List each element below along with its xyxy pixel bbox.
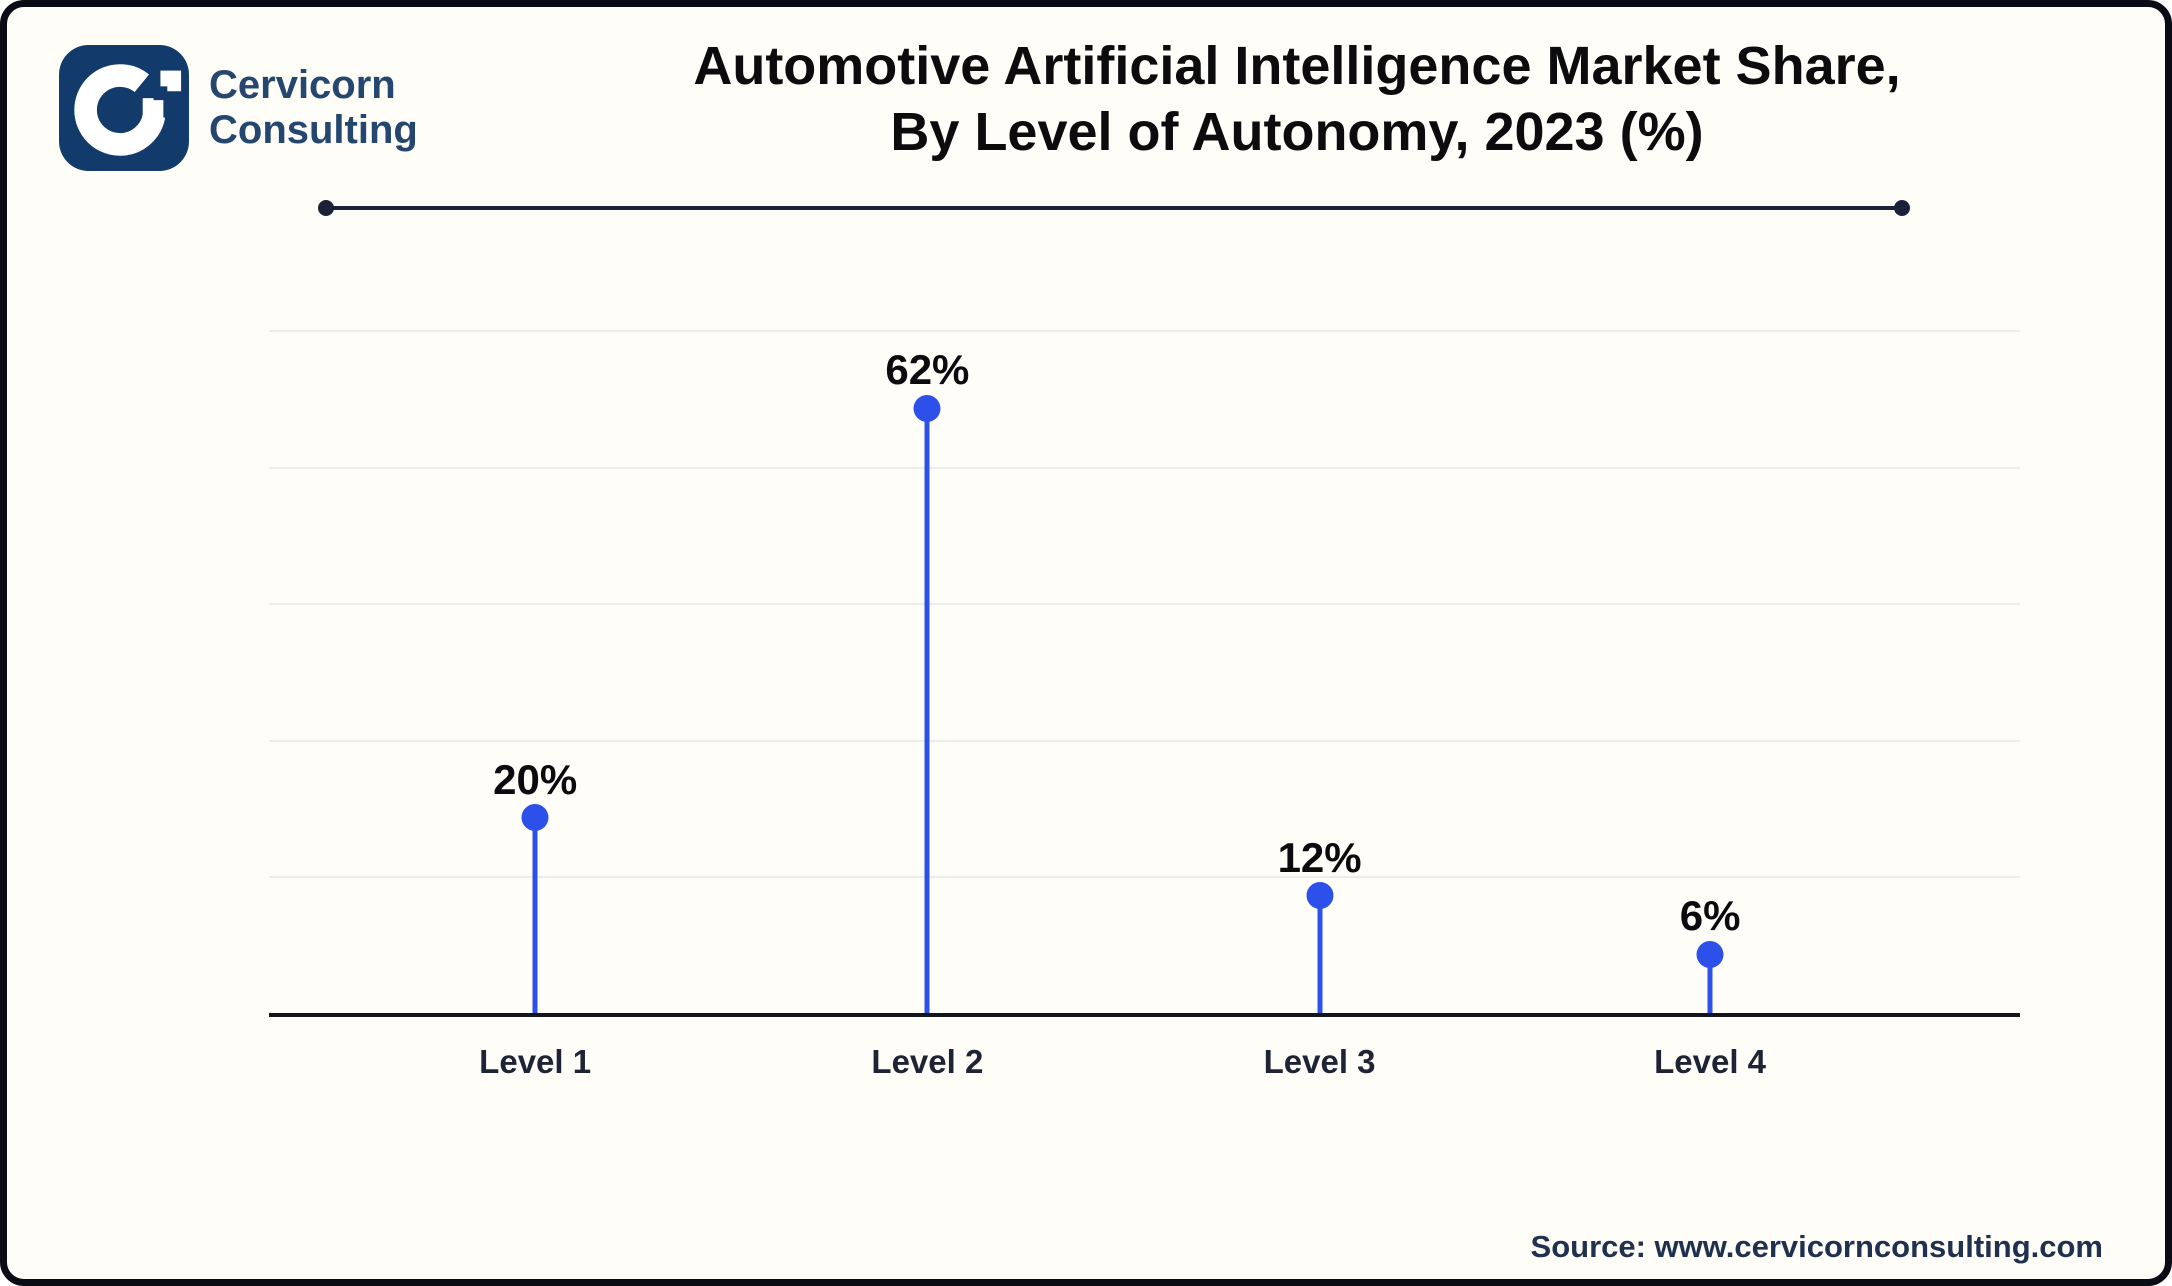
category-label: Level 3 <box>1263 1043 1376 1080</box>
source-attribution: Source: www.cervicornconsulting.com <box>1530 1229 2103 1264</box>
gridline <box>269 603 2020 606</box>
title-divider <box>318 200 1910 216</box>
chart-title-line2: By Level of Autonomy, 2023 (%) <box>890 102 1704 162</box>
stem <box>1317 895 1323 1013</box>
gridline <box>269 466 2020 469</box>
chart-title: Automotive Artificial Intelligence Marke… <box>567 33 2027 165</box>
stem <box>924 408 930 1013</box>
category-label: Level 4 <box>1654 1043 1767 1080</box>
gridline <box>269 876 2020 879</box>
plot-area: 20% Level 1 62% Level 2 12% Level 3 6% Level 4 <box>269 330 2020 1078</box>
data-point <box>1306 882 1334 910</box>
data-point <box>1696 940 1724 968</box>
brand-logo: Cervicorn Consulting <box>59 45 418 171</box>
chart-title-line1: Automotive Artificial Intelligence Marke… <box>693 36 1901 96</box>
value-label: 6% <box>1679 892 1741 940</box>
category-label: Level 2 <box>871 1043 984 1080</box>
brand-name-line2: Consulting <box>209 108 418 152</box>
gridline <box>269 330 2020 332</box>
stem <box>532 817 538 1013</box>
brand-logo-icon <box>59 45 189 171</box>
value-label: 12% <box>1277 833 1362 881</box>
category-label: Level 1 <box>479 1043 592 1080</box>
value-label: 62% <box>885 346 970 394</box>
brand-name-line1: Cervicorn <box>209 63 396 107</box>
brand-name: Cervicorn Consulting <box>209 63 418 153</box>
data-point <box>913 394 941 422</box>
value-label: 20% <box>493 755 578 803</box>
gridline <box>269 739 2020 742</box>
data-point <box>521 804 549 832</box>
stem <box>1707 954 1713 1013</box>
